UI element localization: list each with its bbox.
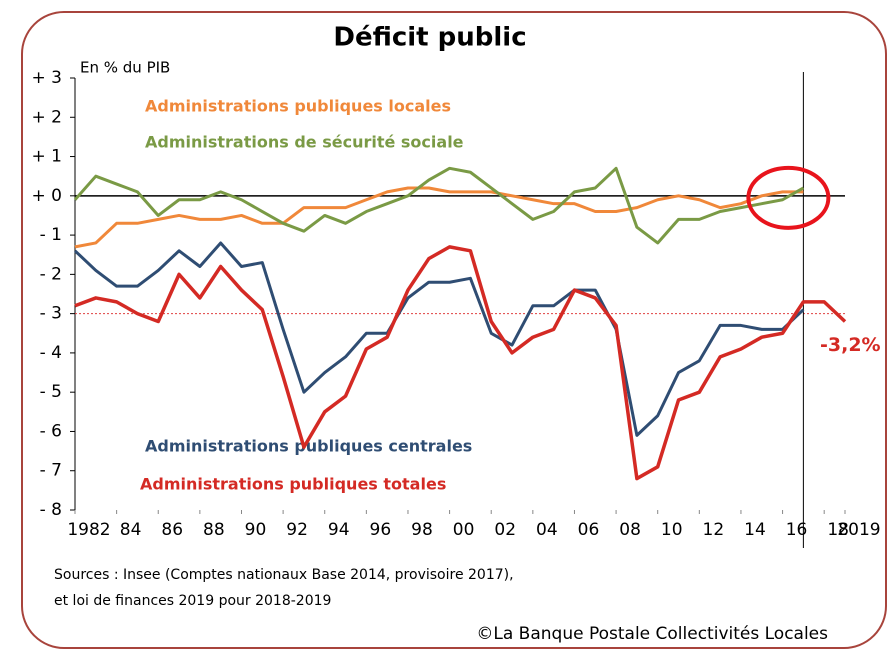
- value-label: -3,2%: [820, 334, 881, 356]
- series-label: Administrations publiques locales: [145, 97, 451, 116]
- y-tick-label: + 3: [32, 68, 62, 88]
- x-tick-label: 94: [328, 520, 350, 540]
- series-line: [73, 241, 805, 437]
- x-tick-label: 88: [203, 520, 225, 540]
- y-tick-label: + 1: [32, 147, 62, 167]
- y-tick-label: - 5: [40, 382, 62, 402]
- y-tick-label: - 8: [40, 500, 62, 520]
- source-line: et loi de finances 2019 pour 2018-2019: [54, 593, 331, 609]
- x-tick-label: 86: [161, 520, 183, 540]
- y-tick-label: + 0: [32, 186, 62, 206]
- x-tick-label: 12: [703, 520, 725, 540]
- x-tick-label: 96: [370, 520, 392, 540]
- chart-title: Déficit public: [333, 23, 526, 53]
- y-tick-label: - 2: [40, 264, 62, 284]
- subtitle: En % du PIB: [80, 59, 170, 77]
- y-tick-label: + 2: [32, 107, 62, 127]
- x-tick-label: 14: [744, 520, 766, 540]
- x-tick-label: 90: [245, 520, 267, 540]
- x-tick-label: 98: [411, 520, 433, 540]
- frame: [21, 11, 887, 649]
- series-label: Administrations publiques centrales: [145, 437, 472, 456]
- series-label: Administrations publiques totales: [140, 475, 446, 494]
- source-line: Sources : Insee (Comptes nationaux Base …: [54, 567, 514, 583]
- x-tick-label: 2019: [837, 520, 880, 540]
- x-tick-label: 02: [494, 520, 516, 540]
- x-tick-label: 16: [786, 520, 808, 540]
- series-line: [73, 166, 805, 245]
- x-tick-label: 04: [536, 520, 558, 540]
- x-tick-label: 84: [120, 520, 142, 540]
- y-tick-label: - 1: [40, 225, 62, 245]
- x-tick-label: 18: [827, 520, 849, 540]
- y-tick-label: - 7: [40, 461, 62, 481]
- x-tick-label: 08: [619, 520, 641, 540]
- y-tick-label: - 3: [40, 304, 62, 324]
- credit: ©La Banque Postale Collectivités Locales: [476, 624, 828, 644]
- highlight-circle: [746, 165, 831, 230]
- series-label: Administrations de sécurité sociale: [145, 133, 464, 152]
- x-tick-label: 92: [286, 520, 308, 540]
- series-line: [74, 245, 847, 481]
- x-tick-label: 10: [661, 520, 683, 540]
- series-line: [74, 186, 804, 249]
- x-tick-label: 06: [578, 520, 600, 540]
- x-tick-label: 00: [453, 520, 475, 540]
- y-tick-label: - 4: [40, 343, 62, 363]
- y-tick-label: - 6: [40, 421, 62, 441]
- x-tick-label: 1982: [67, 520, 110, 540]
